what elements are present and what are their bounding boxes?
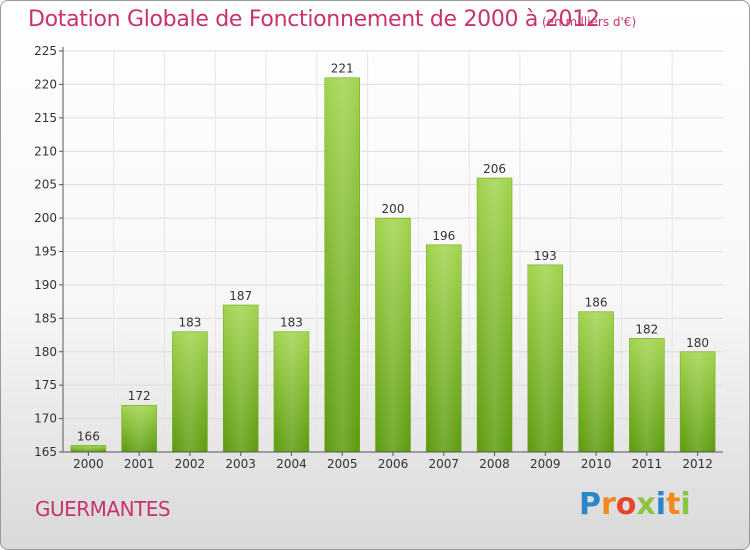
y-tick-label: 205 <box>34 178 57 192</box>
bar-highlight <box>275 332 307 452</box>
x-tick-label: 2001 <box>124 457 155 471</box>
logo-letter: o <box>615 487 637 522</box>
bar-value-label: 183 <box>280 316 303 330</box>
bar-value-label: 166 <box>77 429 100 443</box>
logo-letter: t <box>666 487 681 522</box>
chart-title: Dotation Globale de Fonctionnement de 20… <box>28 7 600 32</box>
x-tick-label: 2002 <box>175 457 206 471</box>
bar-highlight <box>529 265 561 452</box>
logo-letter: r <box>601 487 616 522</box>
x-tick-label: 2003 <box>225 457 256 471</box>
bar-highlight <box>326 78 358 452</box>
bar-highlight <box>377 219 409 452</box>
bar-value-label: 182 <box>635 322 658 336</box>
bar-value-label: 196 <box>432 229 455 243</box>
x-tick-label: 2007 <box>428 457 459 471</box>
y-tick-label: 175 <box>34 378 57 392</box>
bar-highlight <box>631 339 663 452</box>
bar-highlight <box>682 352 714 452</box>
y-tick-label: 165 <box>34 445 57 459</box>
x-tick-label: 2006 <box>378 457 409 471</box>
bar-highlight <box>225 305 257 452</box>
x-tick-label: 2000 <box>73 457 104 471</box>
y-tick-label: 185 <box>34 311 57 325</box>
y-tick-label: 225 <box>34 44 57 58</box>
bar-highlight <box>72 446 104 452</box>
chart-subtitle: (en milliers d'€) <box>542 15 637 29</box>
bar-value-label: 183 <box>178 316 201 330</box>
bar-value-label: 187 <box>229 289 252 303</box>
logo-letter: x <box>636 487 656 522</box>
bar-value-label: 193 <box>534 249 557 263</box>
y-tick-label: 190 <box>34 278 57 292</box>
x-tick-label: 2012 <box>682 457 713 471</box>
logo-letter: P <box>579 487 601 522</box>
y-tick-label: 215 <box>34 111 57 125</box>
y-tick-label: 180 <box>34 345 57 359</box>
y-tick-label: 170 <box>34 412 57 426</box>
x-tick-label: 2005 <box>327 457 358 471</box>
bar-highlight <box>174 332 206 452</box>
bar-value-label: 221 <box>331 62 354 76</box>
bar-value-label: 180 <box>686 336 709 350</box>
bar-highlight <box>123 406 155 452</box>
bar-value-label: 200 <box>382 202 405 216</box>
logo-letter: i <box>655 487 667 522</box>
y-tick-label: 195 <box>34 245 57 259</box>
x-tick-label: 2009 <box>530 457 561 471</box>
proxiti-logo: Proxiti <box>579 487 691 522</box>
bar-highlight <box>580 312 612 452</box>
x-tick-label: 2004 <box>276 457 307 471</box>
place-name: GUERMANTES <box>35 497 171 521</box>
logo-letter: i <box>680 487 691 522</box>
bar-highlight <box>428 245 460 452</box>
x-tick-label: 2011 <box>632 457 663 471</box>
y-tick-label: 210 <box>34 144 57 158</box>
x-tick-label: 2010 <box>581 457 612 471</box>
bar-value-label: 186 <box>585 296 608 310</box>
bar-value-label: 172 <box>128 389 151 403</box>
x-tick-label: 2008 <box>479 457 510 471</box>
bar-highlight <box>479 178 511 452</box>
y-tick-label: 220 <box>34 77 57 91</box>
bar-value-label: 206 <box>483 162 506 176</box>
y-tick-label: 200 <box>34 211 57 225</box>
